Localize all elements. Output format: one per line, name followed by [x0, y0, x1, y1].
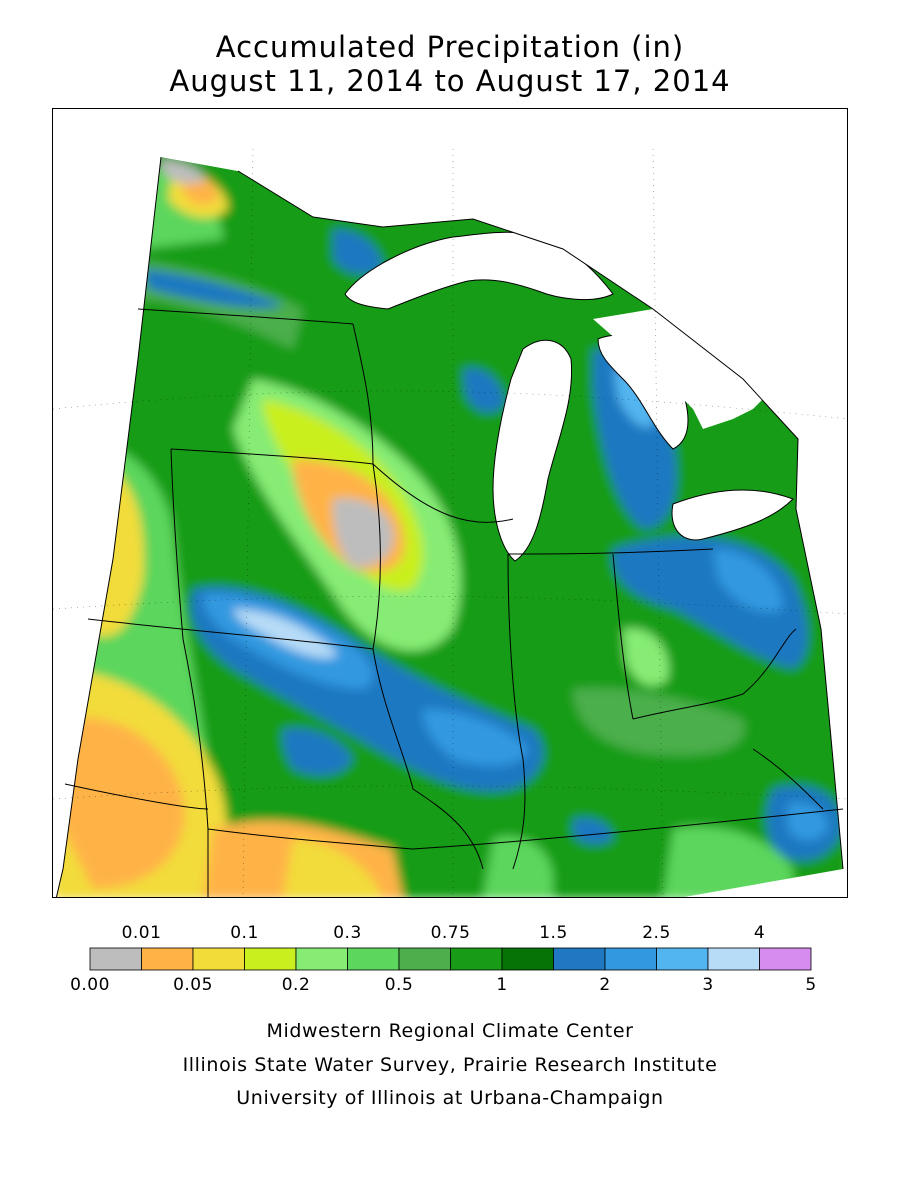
credit-uiuc: University of Illinois at Urbana-Champai… — [236, 1087, 664, 1109]
precipitation-map — [52, 108, 848, 898]
legend-swatch — [192, 947, 245, 971]
legend-swatch — [398, 947, 451, 971]
legend-bottom-label: 3 — [702, 975, 714, 995]
legend-top-label: 0.3 — [333, 923, 362, 943]
legend-swatch — [656, 947, 709, 971]
legend-swatch — [244, 947, 297, 971]
credit-isws: Illinois State Water Survey, Prairie Res… — [182, 1054, 718, 1076]
legend-swatch — [295, 947, 348, 971]
legend-bottom-label: 0.05 — [173, 975, 213, 995]
legend-top-label: 0.1 — [230, 923, 259, 943]
legend-swatch — [501, 947, 554, 971]
legend-swatch — [759, 947, 812, 971]
legend-swatch — [450, 947, 503, 971]
legend-swatch — [707, 947, 760, 971]
map-canvas — [53, 109, 847, 897]
legend-bottom-label: 0.5 — [384, 975, 414, 995]
legend-swatch — [553, 947, 606, 971]
legend: 0.01 0.1 0.3 0.75 1.5 2.5 4 0.00 0.05 0.2 0.5 1 2 3 5 — [0, 920, 900, 1000]
graticule — [53, 148, 847, 897]
legend-swatch — [347, 947, 400, 971]
map-title: Accumulated Precipitation (in) — [215, 30, 685, 64]
legend-top-label: 0.01 — [121, 923, 162, 943]
legend-bottom-label: 1 — [496, 975, 508, 995]
legend-top-label: 2.5 — [642, 923, 671, 943]
legend-bottom-label: 0.2 — [281, 975, 311, 995]
credit-mrcc: Midwestern Regional Climate Center — [266, 1020, 634, 1042]
legend-colorbar — [89, 947, 812, 971]
legend-swatch — [604, 947, 657, 971]
legend-bottom-label: 5 — [805, 975, 817, 995]
legend-top-label: 0.75 — [430, 923, 471, 943]
state-boundaries — [55, 156, 844, 897]
legend-top-label: 4 — [753, 923, 766, 943]
legend-swatch — [141, 947, 194, 971]
legend-top-label: 1.5 — [539, 923, 568, 943]
legend-bottom-label: 0.00 — [70, 975, 110, 995]
legend-swatch — [89, 947, 142, 971]
map-date-range: August 11, 2014 to August 17, 2014 — [169, 64, 731, 98]
legend-bottom-label: 2 — [599, 975, 611, 995]
